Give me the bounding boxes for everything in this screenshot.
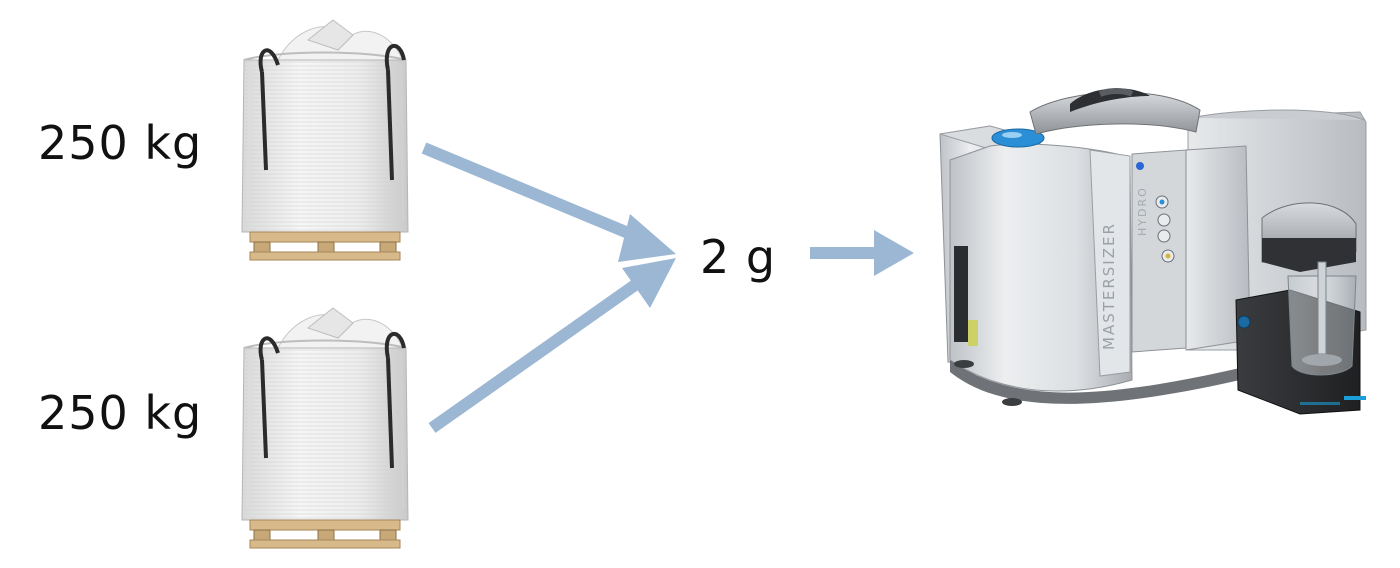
bulk-bag-weight-top-label: 250 kg [38, 116, 203, 170]
sample-weight-label: 2 g [700, 230, 777, 284]
brand-text: MASTERSIZER [1100, 222, 1118, 350]
bulk-bag-top-icon [241, 19, 409, 261]
arrow-top-to-sample-icon [421, 142, 676, 262]
arrow-sample-to-analyzer-icon [810, 230, 914, 276]
arrow-bottom-to-sample-icon [428, 258, 676, 433]
particle-size-analyzer-icon: MASTERSIZER HYDRO [939, 88, 1367, 415]
bulk-bag-weight-bottom-label: 250 kg [38, 386, 203, 440]
unit-text: HYDRO [1136, 186, 1149, 236]
bulk-bag-bottom-icon [241, 307, 409, 549]
